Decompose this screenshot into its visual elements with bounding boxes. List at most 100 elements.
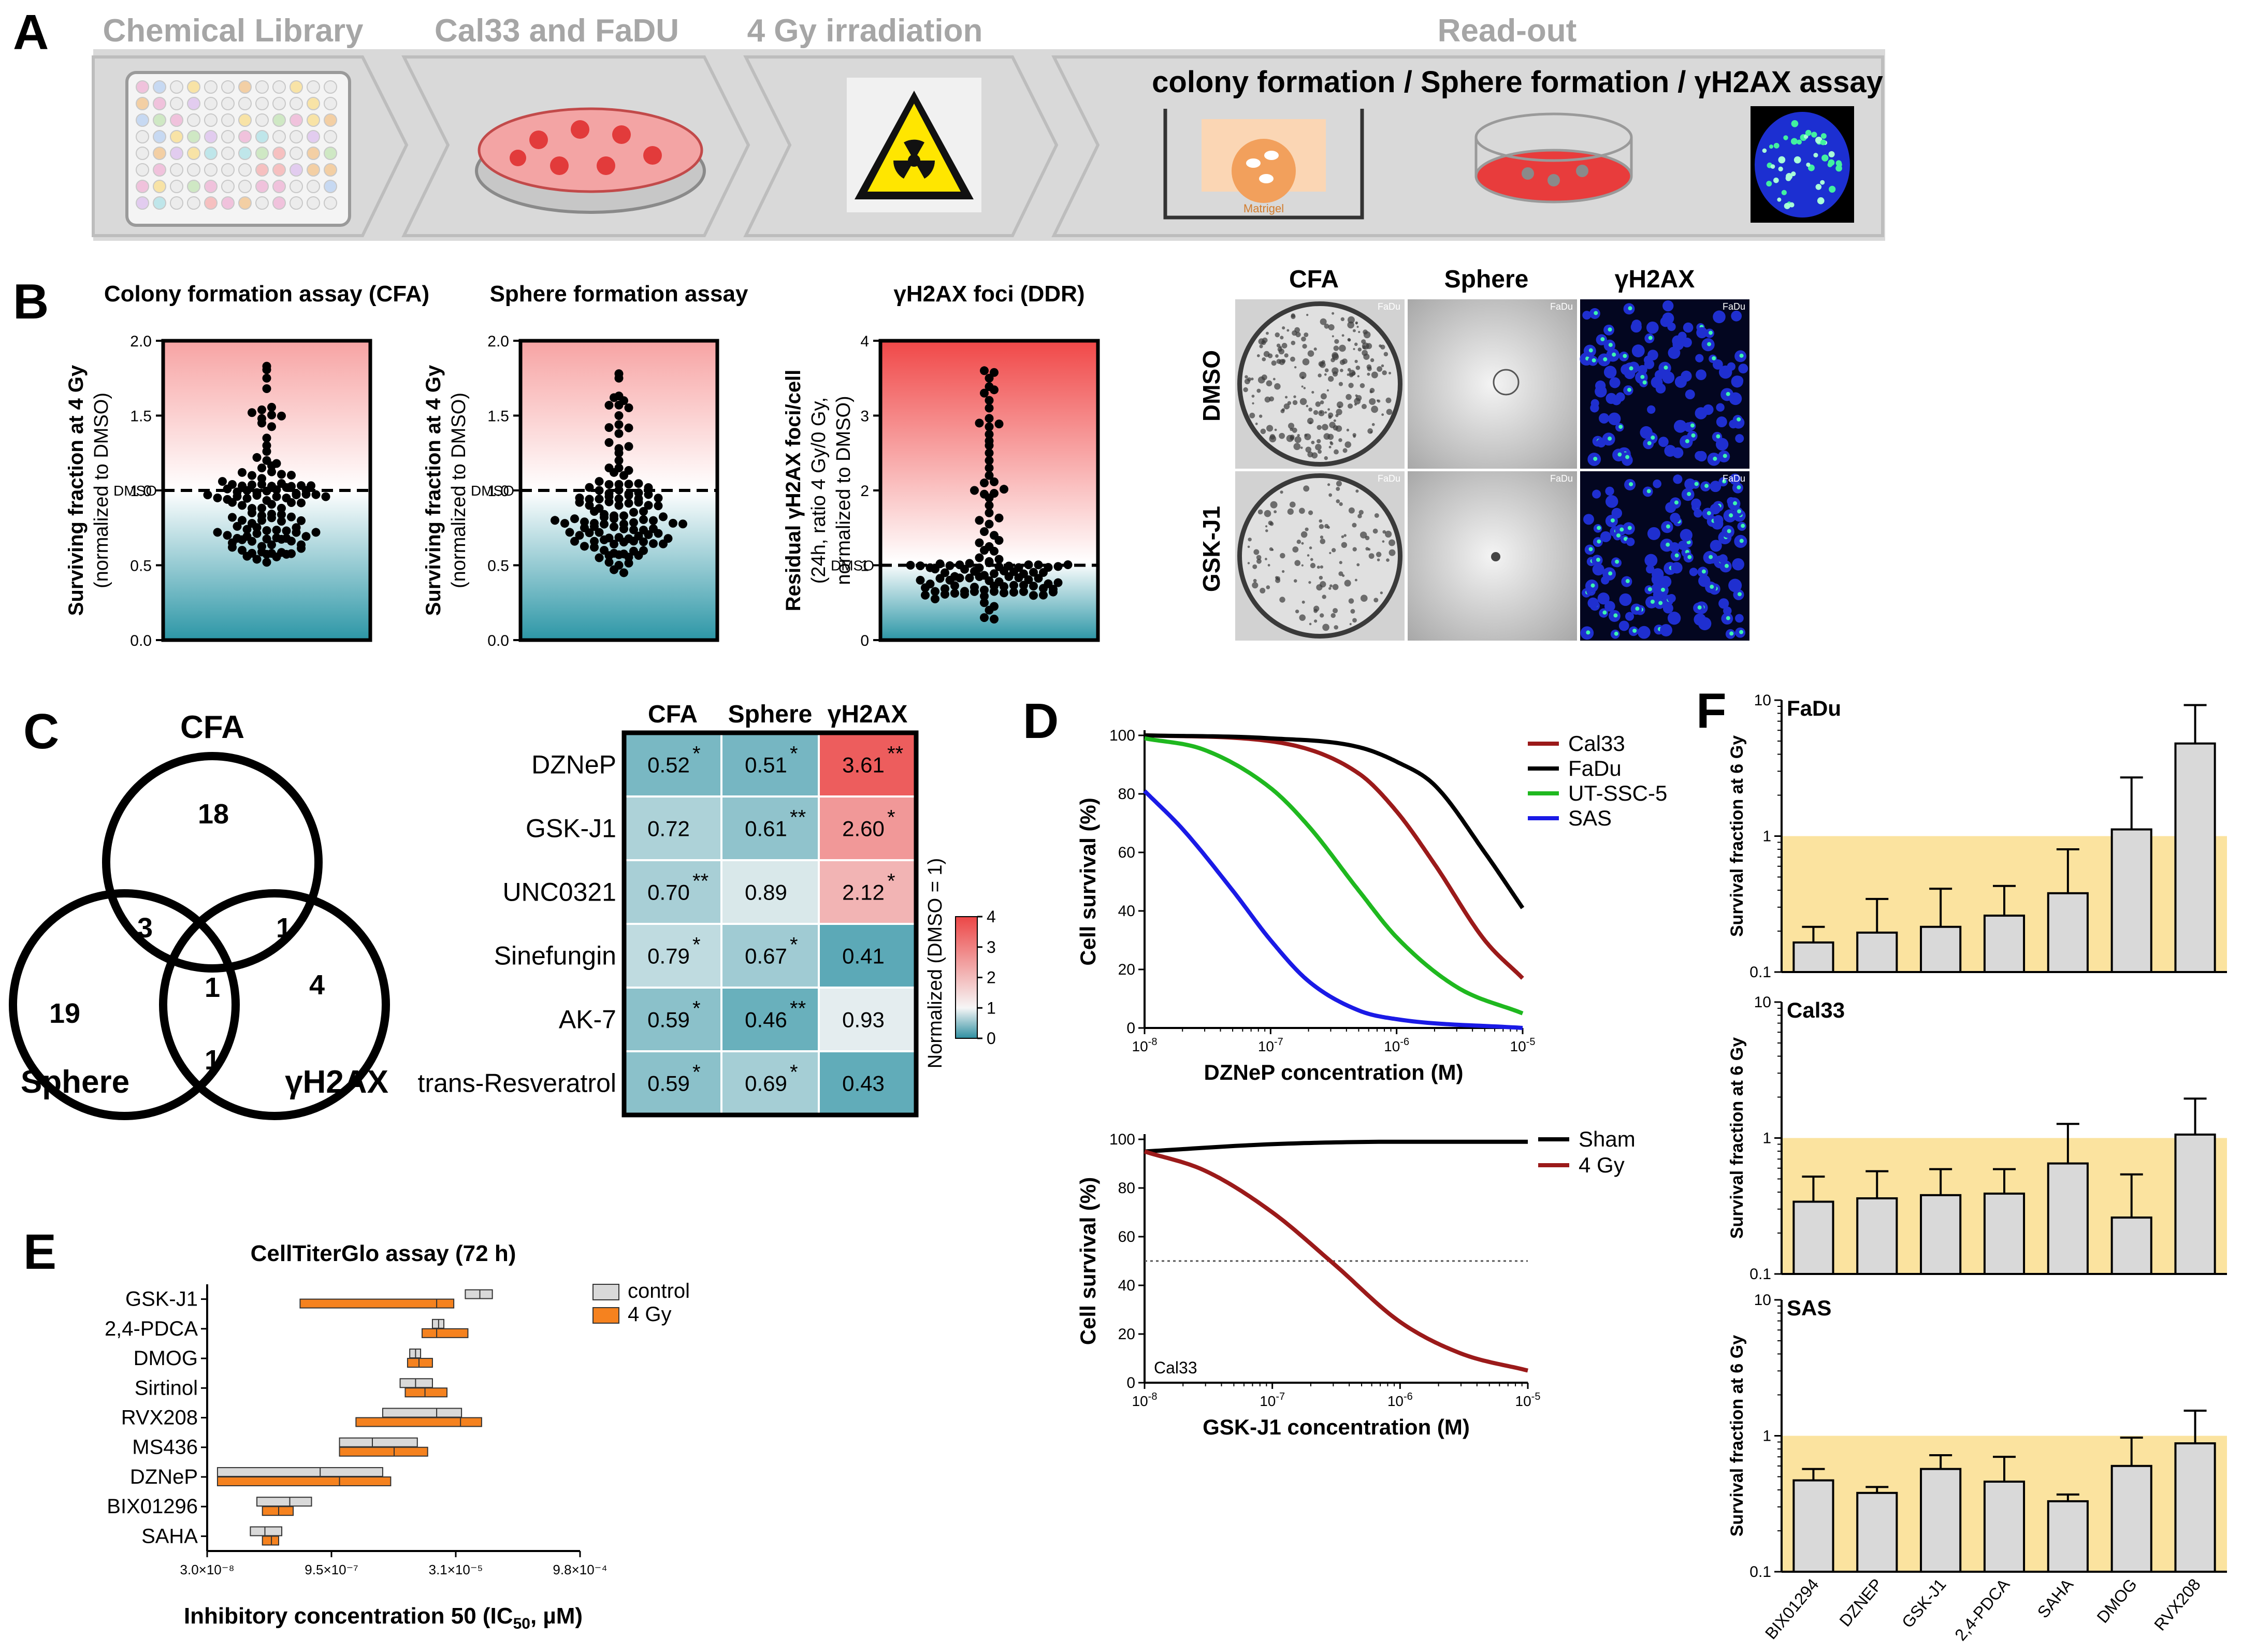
survival-bar	[1983, 1481, 2026, 1573]
scatter-point	[287, 512, 296, 521]
colony-dot	[1355, 395, 1362, 401]
heatmap-row-label: Sinefungin	[494, 941, 616, 970]
nucleus-cell	[1716, 416, 1727, 428]
h2ax-focus	[1729, 513, 1733, 518]
category-label: DMOG	[134, 1347, 198, 1370]
colony-dot	[1270, 501, 1278, 509]
scatter-point	[975, 418, 984, 428]
h2ax-focus	[1597, 539, 1601, 544]
h2ax-focus	[1608, 571, 1613, 576]
plate-well	[153, 163, 166, 177]
nucleus-cell	[1652, 568, 1664, 581]
colony-dot	[1324, 368, 1329, 372]
h2ax-focus	[1590, 583, 1595, 588]
nucleus-cell	[1603, 366, 1617, 379]
heatmap-cell-value: 0.46	[745, 1008, 787, 1032]
y-axis-title: Survival fraction at 6 Gy	[1727, 1335, 1747, 1537]
plate-well	[204, 80, 218, 94]
venn-circle-h2ax	[159, 889, 390, 1120]
colony-dot	[1256, 354, 1260, 357]
scatter-point	[282, 534, 291, 543]
plate-well	[324, 97, 337, 110]
colony-dot	[1275, 354, 1279, 358]
colony-dot	[1328, 324, 1335, 331]
colony-dot	[1258, 338, 1265, 345]
colony-dot	[1340, 368, 1343, 372]
scatter-point	[994, 419, 1004, 429]
y-tick-label: 0.0	[487, 632, 509, 649]
y-tick-label: 0.5	[487, 558, 509, 575]
scatter-point	[301, 532, 311, 541]
colorbar-tick-label: 0	[987, 1029, 996, 1048]
y-tick-label: 1.5	[130, 408, 152, 425]
heatmap-colorbar	[955, 916, 978, 1039]
step-label-library: Chemical Library	[103, 13, 364, 49]
colony-dot	[1320, 581, 1326, 588]
survival-bar	[2110, 1216, 2152, 1276]
scatter-point	[614, 480, 624, 489]
colony-dot	[1313, 347, 1317, 351]
category-label: GSK-J1	[1898, 1575, 1950, 1631]
y-axis-title: Surviving fraction at 4 Gy	[422, 365, 445, 616]
colony-dot	[1376, 552, 1382, 557]
plate-well	[272, 113, 286, 127]
survival-bar	[2110, 1465, 2152, 1573]
plate-well	[238, 163, 252, 177]
scatter-point	[252, 488, 262, 497]
scatter-point	[585, 495, 594, 504]
scatter-point	[585, 483, 594, 492]
y-tick-label: 10	[1754, 692, 1771, 709]
colony-dot	[1334, 625, 1339, 630]
scatter-point	[595, 528, 604, 537]
scatter-point	[213, 493, 222, 502]
survival-bar	[1920, 1468, 1962, 1573]
series-line-sham	[1144, 1139, 1528, 1154]
scatter-point	[223, 531, 232, 540]
plate-well	[204, 163, 218, 177]
colony-dot	[1259, 344, 1263, 349]
scatter-point	[985, 456, 994, 465]
nucleus-cell	[1662, 371, 1675, 384]
heatmap-cell-value: 0.70	[647, 880, 690, 905]
nucleus-cell	[1710, 540, 1722, 552]
nucleus-cell	[1664, 445, 1676, 457]
scatter-point	[600, 510, 609, 519]
colony-dot	[1344, 579, 1351, 587]
colony-dot	[1359, 383, 1365, 388]
legend-label: UT-SSC-5	[1568, 781, 1667, 805]
h2ax-focus	[1603, 357, 1608, 361]
nucleus-focus	[1790, 138, 1798, 145]
colony-dot	[1290, 356, 1295, 362]
colony-dot	[1269, 396, 1275, 402]
colony-dot	[1266, 425, 1274, 432]
cell-line-tag: FaDu	[1378, 301, 1400, 312]
y-tick-label: 1	[1762, 1130, 1771, 1147]
colony-dot	[1279, 432, 1285, 439]
scatter-point	[233, 533, 242, 543]
plate-well	[307, 196, 320, 210]
colony-dot	[1358, 510, 1364, 515]
nucleus-cell	[1716, 403, 1725, 412]
colony-dot	[1256, 388, 1261, 393]
nucleus-cell	[1685, 389, 1695, 400]
nucleus-cell	[1638, 365, 1647, 375]
colony-dot	[1320, 539, 1326, 544]
colony-dot	[1260, 588, 1266, 594]
plate-well	[153, 97, 166, 110]
scatter-point	[624, 423, 633, 432]
colony-dot	[1304, 332, 1309, 337]
nucleus-focus	[1781, 190, 1787, 195]
y-tick-label: 10	[1754, 994, 1771, 1011]
colony-dot	[1309, 622, 1312, 626]
scatter-point	[1024, 560, 1033, 570]
survival-bar	[1792, 941, 1834, 974]
survival-bar	[1792, 1479, 1834, 1573]
panel-letter-e: E	[23, 1224, 56, 1280]
colony-dot	[1265, 525, 1268, 528]
ic50-range-bar	[262, 1535, 280, 1546]
series-line-4-gy	[1144, 1149, 1528, 1373]
plate-well	[153, 147, 166, 160]
nucleus-icon	[1751, 106, 1854, 223]
scatter-point	[267, 410, 276, 419]
scatter-point	[663, 534, 673, 543]
